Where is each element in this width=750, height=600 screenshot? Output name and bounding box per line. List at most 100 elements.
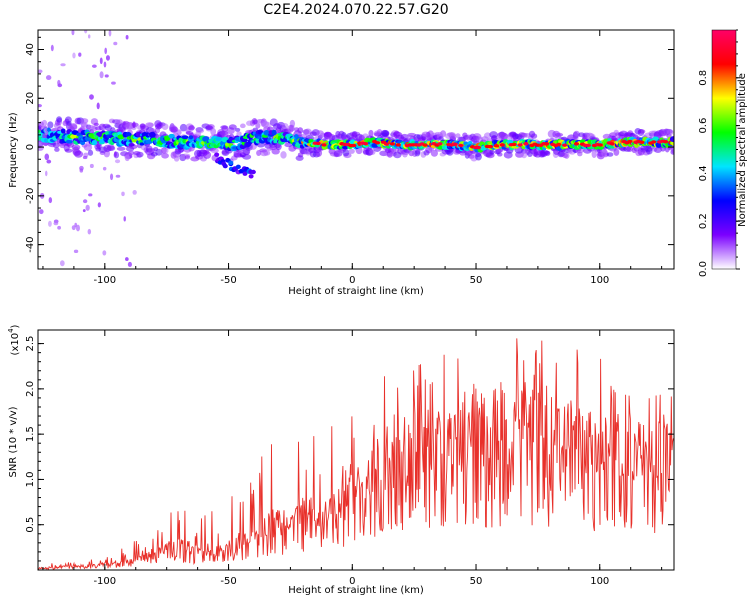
spectrogram-speckle-mark — [102, 166, 107, 171]
spectrogram-halo-mark — [54, 147, 60, 152]
spectrogram-halo-mark — [613, 148, 620, 156]
spectrogram-halo-mark — [348, 148, 355, 154]
spectrogram-core-mark — [507, 139, 514, 145]
spectrogram-speckle-mark — [75, 224, 80, 232]
spectrogram-speckle-mark — [79, 165, 84, 171]
spectrogram-speckle-mark — [122, 121, 126, 126]
snr-y-tick-label: 2.0 — [25, 381, 36, 397]
spectrogram-speckle-mark — [88, 193, 93, 197]
spectrogram-y-tick-label: -40 — [25, 236, 36, 252]
spectrogram-speckle-mark — [56, 137, 61, 145]
spectrogram-x-axis-label: Height of straight line (km) — [288, 286, 424, 297]
spectrogram-halo-mark — [161, 123, 169, 130]
spectrogram-peak-mark — [597, 143, 603, 147]
spectrogram-core-mark — [128, 142, 135, 147]
spectrogram-frame — [37, 29, 675, 270]
spectrogram-halo-mark — [402, 151, 408, 158]
spectrogram-speckle-mark — [45, 170, 48, 177]
colorbar-gradient — [712, 30, 736, 269]
spectrogram-branch-mark — [235, 164, 241, 170]
spectrogram-core-mark — [271, 129, 277, 136]
spectrogram-core-mark — [342, 145, 349, 150]
spectrogram-halo-mark — [184, 155, 191, 160]
spectrogram-speckle-mark — [48, 220, 52, 227]
spectrogram-halo-mark — [176, 129, 182, 136]
spectrogram-halo-mark — [205, 125, 213, 130]
spectrogram-peak-mark — [499, 143, 505, 147]
snr-scale-prefix: (x10 — [10, 333, 21, 356]
spectrogram-x-tick-label: 50 — [470, 275, 483, 286]
spectrogram-halo-mark — [289, 119, 296, 128]
spectrogram-peak-mark — [627, 139, 633, 144]
spectrogram-core-mark — [148, 131, 156, 138]
snr-x-axis-label: Height of straight line (km) — [288, 585, 424, 596]
spectrogram-speckle-mark — [38, 104, 42, 108]
spectrogram-speckle-mark — [87, 228, 92, 235]
chart-title: C2E4.2024.070.22.57.G20 — [263, 2, 449, 18]
spectrogram-halo-mark — [489, 149, 495, 155]
spectrogram-speckle-mark — [114, 159, 121, 164]
spectrogram-speckle-mark — [89, 163, 94, 169]
snr-scale-factor: (x104) — [7, 324, 21, 355]
spectrogram-peak-mark — [544, 142, 550, 146]
spectrogram-speckle-mark — [57, 225, 61, 230]
spectrogram-speckle-mark — [105, 55, 110, 61]
spectrogram-speckle-mark — [96, 102, 100, 110]
spectrogram-peak-mark — [351, 143, 357, 148]
spectrogram-branch-mark — [238, 169, 244, 174]
snr-y-tick-label: 1.5 — [25, 426, 36, 442]
spectrogram-peak-mark — [562, 143, 568, 147]
snr-x-tick-label: 50 — [470, 576, 483, 587]
spectrogram-halo-mark — [240, 123, 246, 129]
spectrogram-speckle-mark — [38, 69, 43, 74]
spectrogram-peak-mark — [662, 140, 669, 144]
spectrogram-halo-mark — [555, 132, 564, 137]
spectrogram-halo-mark — [601, 151, 610, 158]
snr-x-tick-label: -100 — [93, 576, 116, 587]
spectrogram-peak-mark — [395, 143, 401, 147]
spectrogram-speckle-mark — [121, 191, 125, 197]
spectrogram-halo-mark — [71, 144, 81, 151]
spectrogram-halo-mark — [280, 151, 287, 159]
spectrogram-speckle-mark — [85, 204, 90, 211]
spectrogram-peak-mark — [315, 141, 321, 146]
spectrogram-halo-mark — [281, 122, 289, 130]
spectrogram-core-mark — [139, 142, 145, 146]
spectrogram-speckle-mark — [44, 130, 49, 136]
spectrogram-core-mark — [131, 138, 138, 143]
spectrogram-core-mark — [669, 136, 674, 143]
spectrogram-halo-mark — [255, 122, 261, 129]
spectrogram-speckle-mark — [99, 57, 103, 65]
spectrogram-halo-mark — [87, 149, 94, 156]
spectrogram-halo-mark — [544, 150, 551, 157]
spectrogram-halo-mark — [161, 152, 169, 159]
colorbar-tick-label: 0.8 — [698, 70, 709, 86]
spectrogram-halo-mark — [156, 122, 164, 129]
spectrogram-halo-mark — [497, 152, 503, 157]
spectrogram-halo-mark — [104, 125, 113, 131]
spectrogram-speckle-mark — [73, 249, 79, 254]
spectrogram-speckle-mark — [87, 34, 91, 39]
spectrogram-core-mark — [60, 128, 66, 134]
spectrogram-x-tick-label: -100 — [93, 275, 116, 286]
snr-y-tick-label: 1.0 — [25, 471, 36, 487]
spectrogram-halo-mark — [74, 150, 84, 158]
spectrogram-halo-mark — [381, 130, 390, 138]
spectrogram-speckle-mark — [78, 52, 82, 57]
colorbar-frame — [711, 29, 737, 270]
spectrogram-halo-mark — [228, 124, 237, 130]
spectrogram-speckle-mark — [82, 199, 88, 204]
snr-y-tick-label: 0.5 — [25, 517, 36, 533]
spectrogram-halo-mark — [41, 119, 48, 127]
spectrogram-branch-mark — [222, 163, 228, 169]
colorbar-label: Normalized spectral amplitude — [737, 73, 748, 227]
spectrogram-halo-mark — [315, 149, 323, 157]
spectrogram-halo-mark — [638, 129, 646, 134]
spectrogram-speckle-mark — [108, 30, 112, 37]
spectrogram-halo-mark — [116, 146, 126, 151]
spectrogram-speckle-mark — [124, 154, 130, 162]
spectrogram-peak-mark — [651, 140, 657, 144]
colorbar-ticks: 0.0 0.2 0.4 0.6 0.8 — [698, 29, 740, 277]
spectrogram-core-mark — [70, 134, 78, 139]
spectrogram-x-tick-label: -50 — [220, 275, 236, 286]
